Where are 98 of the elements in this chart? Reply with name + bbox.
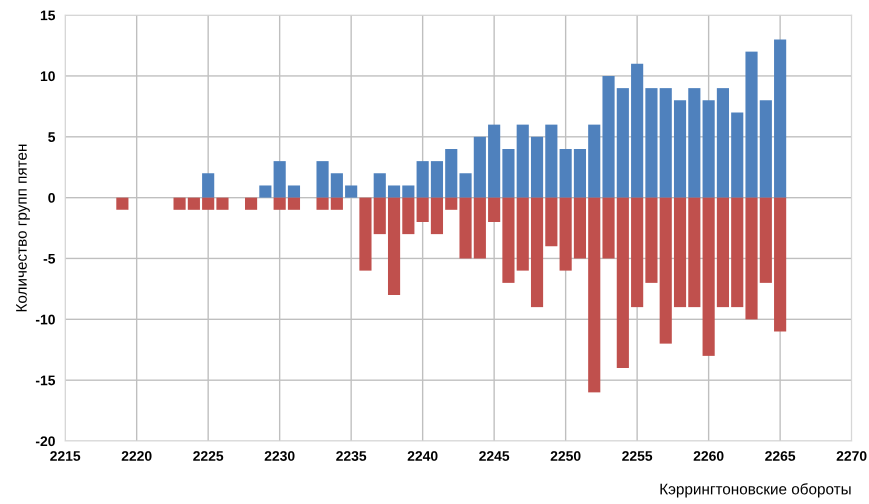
bar — [560, 198, 572, 271]
bar — [688, 88, 700, 198]
bar — [502, 198, 515, 283]
bar — [430, 198, 444, 234]
bar — [588, 124, 600, 198]
bar — [402, 185, 414, 198]
bar — [316, 198, 329, 210]
bar — [530, 198, 544, 308]
x-axis-title: Кэррингтоновские обороты — [660, 483, 851, 498]
bar — [702, 198, 715, 356]
bar — [616, 198, 629, 368]
bar — [574, 148, 586, 198]
x-tick-label: 2250 — [550, 451, 581, 461]
bar — [616, 88, 629, 198]
bar — [202, 173, 214, 198]
bar — [288, 185, 300, 198]
bar — [516, 124, 529, 198]
bar — [660, 198, 672, 344]
bar — [388, 198, 400, 295]
bar — [416, 161, 429, 198]
bar — [602, 76, 615, 198]
bar — [645, 198, 658, 283]
bar — [631, 198, 644, 308]
bar — [374, 198, 386, 234]
bar — [645, 88, 658, 198]
bar — [316, 161, 329, 198]
y-tick-label: 0 — [48, 192, 55, 203]
x-tick-label: 2215 — [50, 451, 80, 461]
bar — [660, 88, 672, 198]
bar — [731, 112, 744, 198]
bar — [560, 148, 572, 198]
bar — [388, 185, 400, 198]
bar — [474, 136, 486, 198]
x-tick-label: 2230 — [264, 451, 295, 461]
bar — [716, 88, 730, 198]
bar — [674, 100, 686, 198]
x-tick-label: 2260 — [694, 451, 724, 461]
x-tick-label: 2235 — [336, 451, 366, 461]
bar — [688, 198, 700, 308]
x-tick-label: 2220 — [122, 451, 152, 461]
bar — [445, 148, 458, 198]
bar — [445, 198, 458, 210]
bar — [216, 198, 229, 210]
bar — [731, 198, 744, 308]
bar — [116, 198, 128, 210]
x-tick-label: 2270 — [836, 451, 866, 461]
bar — [188, 198, 200, 210]
bar — [488, 198, 500, 222]
bar — [602, 198, 615, 258]
bar — [173, 198, 186, 210]
bar — [516, 198, 529, 271]
bar — [416, 198, 429, 222]
bar — [502, 148, 515, 198]
x-tick-label: 2245 — [479, 451, 510, 461]
bar — [545, 198, 558, 246]
y-tick-label: -15 — [36, 376, 56, 386]
bar — [674, 198, 686, 308]
bar — [459, 198, 472, 258]
bar — [244, 198, 258, 210]
bar — [459, 173, 472, 198]
x-tick-label: 2265 — [765, 451, 796, 461]
bar — [774, 198, 786, 332]
bar — [430, 161, 444, 198]
bar — [359, 198, 372, 271]
bar — [774, 39, 786, 198]
bar — [288, 198, 300, 210]
bar — [330, 173, 343, 198]
y-axis-title: Количество групп пятен — [16, 144, 30, 312]
x-tick-label: 2240 — [408, 451, 438, 461]
bar — [745, 198, 758, 320]
y-tick-label: 10 — [40, 71, 55, 82]
y-tick-label: -10 — [36, 314, 55, 324]
bar — [330, 198, 343, 210]
y-tick-label: 15 — [40, 10, 56, 20]
bar — [702, 100, 715, 198]
bar — [402, 198, 414, 234]
x-tick-label: 2255 — [622, 451, 652, 461]
y-tick-label: 5 — [48, 132, 56, 142]
bar — [530, 136, 544, 198]
bar — [745, 52, 758, 198]
bar — [274, 198, 286, 210]
bar — [474, 198, 486, 258]
bar — [574, 198, 586, 258]
bar — [345, 185, 358, 198]
bar — [259, 185, 272, 198]
y-tick-label: -5 — [44, 254, 56, 264]
bar — [760, 198, 772, 283]
bar — [631, 64, 644, 198]
bar — [760, 100, 772, 198]
bar — [374, 173, 386, 198]
bar — [545, 124, 558, 198]
bar — [588, 198, 600, 392]
bar — [274, 161, 286, 198]
x-tick-label: 2225 — [193, 451, 224, 461]
bar — [488, 124, 500, 198]
y-tick-label: -20 — [36, 436, 55, 446]
bar — [202, 198, 214, 210]
bar — [716, 198, 730, 308]
